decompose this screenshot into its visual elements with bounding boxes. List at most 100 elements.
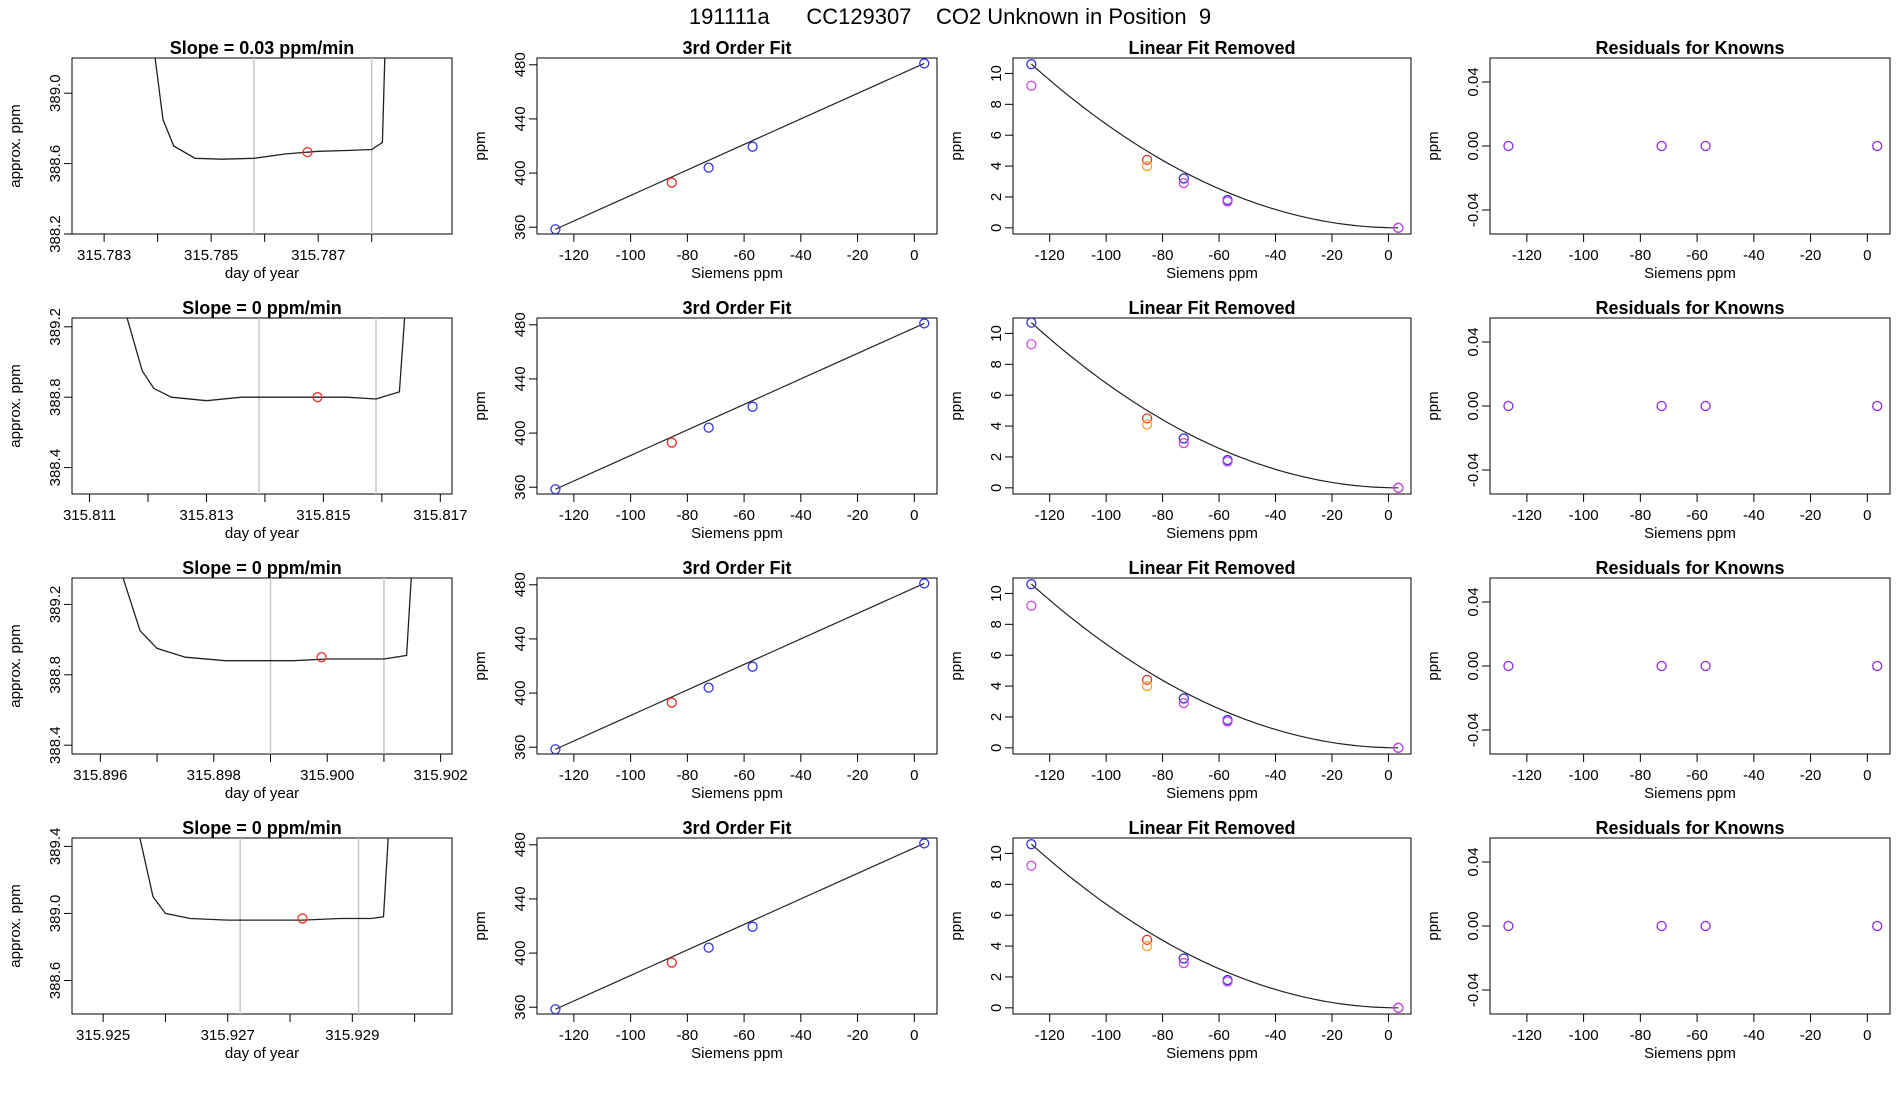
data-point [1872, 920, 1883, 932]
x-tick-label: -100 [616, 507, 646, 524]
y-tick-label: 388.8 [47, 656, 64, 694]
page-title: 191111a CC129307 CO2 Unknown in Position… [688, 4, 1212, 29]
x-tick-label: 0 [1863, 767, 1871, 784]
x-tick-label: -100 [1091, 767, 1121, 784]
plot-data [139, 838, 389, 1014]
x-tick-label: -100 [1091, 507, 1121, 524]
y-axis-label: ppm [948, 131, 965, 160]
x-tick-label: -40 [790, 247, 812, 264]
x-tick-label: 315.898 [187, 767, 241, 784]
plot-data [1026, 318, 1404, 493]
data-point [703, 422, 714, 433]
x-axis-label: Siemens ppm [691, 265, 783, 282]
x-tick-label: -120 [559, 1027, 589, 1044]
data-point [1026, 839, 1037, 850]
x-tick-label: -20 [1800, 767, 1822, 784]
y-tick-label: 0.00 [1465, 391, 1482, 420]
y-tick-label: 388.4 [47, 726, 64, 764]
series-line [126, 318, 406, 402]
data-point [666, 697, 677, 708]
y-tick-label: 2 [988, 713, 1005, 721]
data-point [703, 162, 714, 173]
x-tick-label: -80 [1630, 767, 1652, 784]
y-tick-label: 388.6 [47, 962, 64, 1000]
data-point [1141, 154, 1153, 166]
x-tick-label: -60 [733, 247, 755, 264]
y-axis-label: ppm [472, 131, 489, 160]
data-point [666, 957, 677, 968]
panel-fit-row1: 3rd Order Fit -120 -100 -80 -60 -40 -20 0 Siemen… [472, 298, 938, 542]
panel-linres-row1: Linear Fit Removed -120 -100 -80 -60 -40 -20 0 S… [948, 298, 1412, 542]
x-tick-label: -60 [1686, 247, 1708, 264]
x-tick-label: -20 [847, 1027, 869, 1044]
plot-frame [1012, 577, 1412, 755]
panel-title: Slope = 0.03 ppm/min [170, 38, 355, 58]
x-axis-label: Siemens ppm [1644, 525, 1736, 542]
y-tick-label: 10 [988, 585, 1005, 602]
plot-data [550, 578, 930, 754]
x-tick-label: -20 [847, 247, 869, 264]
y-tick-label: 388.6 [47, 145, 64, 183]
y-tick-label: 8 [988, 880, 1005, 888]
x-tick-label: -100 [1091, 1027, 1121, 1044]
panel-fit-row0: 3rd Order Fit -120 -100 -80 -60 -40 -20 0 Siemen… [472, 38, 938, 282]
y-axis-label: ppm [472, 391, 489, 420]
series-line [154, 58, 386, 160]
x-axis-label: Siemens ppm [1644, 265, 1736, 282]
plot-data [122, 578, 412, 754]
data-point [666, 437, 677, 448]
y-tick-label: 480 [512, 572, 529, 597]
y-axis-label: approx. ppm [7, 104, 24, 187]
fit-curve [555, 842, 925, 1010]
x-tick-label: -120 [559, 507, 589, 524]
x-tick-label: -120 [1512, 247, 1542, 264]
y-axis-label: ppm [472, 651, 489, 680]
x-axis-label: Siemens ppm [1166, 785, 1258, 802]
data-point [1178, 697, 1189, 709]
data-point [1700, 400, 1711, 412]
fit-curve [1030, 583, 1399, 749]
plot-frame [536, 57, 938, 235]
x-axis-label: Siemens ppm [1166, 525, 1258, 542]
x-axis-label: day of year [225, 785, 299, 802]
panel-linres-row0: Linear Fit Removed -120 -100 -80 -60 -40 -20 0 S… [948, 38, 1412, 282]
y-tick-label: 400 [512, 681, 529, 706]
x-tick-label: -80 [677, 507, 699, 524]
data-point [1178, 433, 1189, 444]
x-tick-label: 315.896 [73, 767, 127, 784]
x-axis-label: day of year [225, 265, 299, 282]
data-point [1026, 860, 1037, 871]
y-tick-label: 400 [512, 421, 529, 446]
y-tick-label: 389.0 [47, 895, 64, 933]
x-tick-label: -20 [847, 507, 869, 524]
y-tick-label: 360 [512, 995, 529, 1020]
y-tick-label: -0.04 [1465, 193, 1482, 227]
plot-data [1503, 140, 1883, 152]
panel-time-row0: Slope = 0.03 ppm/min 315.783 315.785 315.78… [7, 38, 453, 282]
data-point [1393, 742, 1404, 753]
data-point [1178, 177, 1189, 189]
data-point [1141, 934, 1153, 946]
y-axis-label: ppm [1425, 131, 1442, 160]
y-tick-label: 480 [512, 52, 529, 77]
y-tick-label: 8 [988, 360, 1005, 368]
unknown-point [297, 913, 308, 924]
x-tick-label: -120 [559, 247, 589, 264]
x-tick-label: -100 [1569, 1027, 1599, 1044]
data-point [1503, 920, 1514, 932]
x-tick-label: -20 [1800, 507, 1822, 524]
data-point [747, 921, 758, 932]
y-axis-label: approx. ppm [7, 624, 24, 707]
data-point [1178, 957, 1189, 969]
unknown-point [302, 147, 313, 158]
y-tick-label: 440 [512, 886, 529, 911]
y-tick-label: 360 [512, 475, 529, 500]
y-tick-label: 8 [988, 620, 1005, 628]
panel-title: Residuals for Knowns [1595, 558, 1784, 578]
fit-curve [555, 582, 925, 750]
x-tick-label: 315.929 [325, 1027, 379, 1044]
data-point [919, 58, 930, 69]
y-tick-label: 480 [512, 832, 529, 857]
x-tick-label: 0 [1384, 1027, 1392, 1044]
panel-fit-row2: 3rd Order Fit -120 -100 -80 -60 -40 -20 0 Siemen… [472, 558, 938, 802]
